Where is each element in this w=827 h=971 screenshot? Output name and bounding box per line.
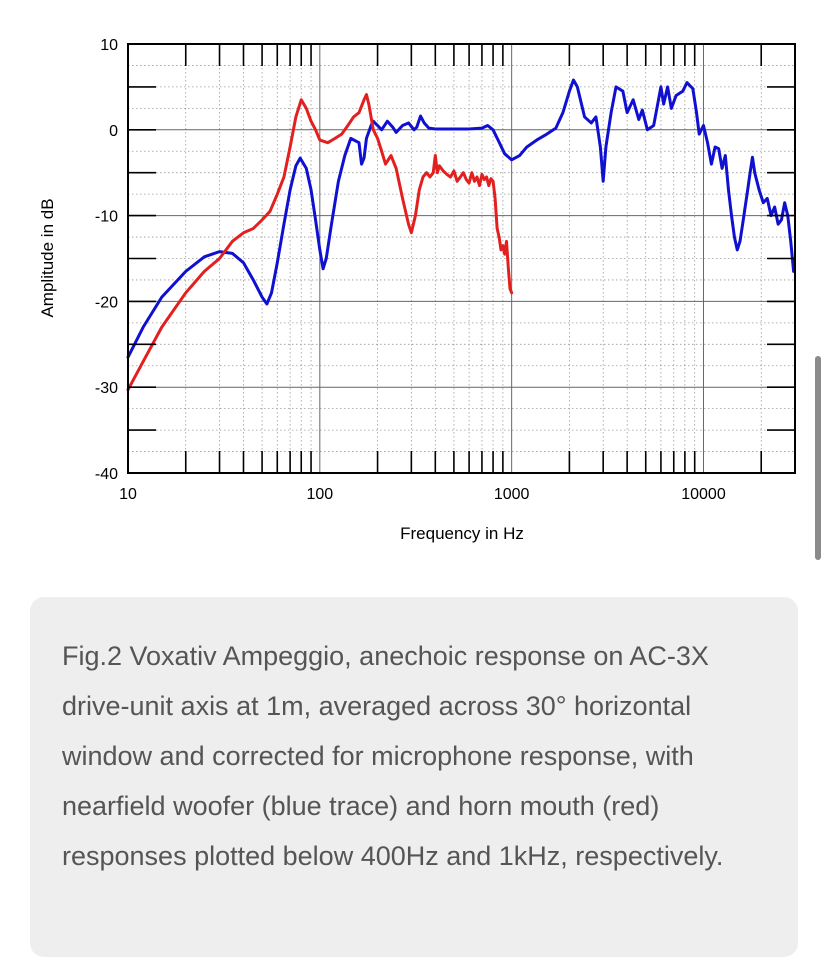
y-tick-label: -30 bbox=[95, 380, 118, 397]
x-axis-label: Frequency in Hz bbox=[400, 524, 524, 543]
series-layer bbox=[126, 78, 796, 392]
x-tick-label: 10 bbox=[119, 486, 137, 503]
caption-box: Fig.2 Voxativ Ampeggio, anechoic respons… bbox=[30, 597, 798, 957]
x-tick-label: 1000 bbox=[494, 486, 530, 503]
y-axis-label: Amplitude in dB bbox=[38, 198, 57, 317]
frequency-response-chart: 10 100 1000 10000 10 0 -10 -20 -30 -40 Frequency … bbox=[38, 37, 796, 543]
scrollbar-thumb[interactable] bbox=[815, 356, 821, 560]
y-tick-label: -20 bbox=[95, 294, 118, 311]
y-tick-label: -40 bbox=[95, 466, 118, 483]
plot-frame bbox=[127, 43, 796, 474]
x-tick-label: 100 bbox=[306, 486, 333, 503]
series-line-red bbox=[126, 93, 514, 392]
x-tick-label: 10000 bbox=[681, 486, 726, 503]
y-tick-label: -10 bbox=[95, 209, 118, 226]
y-tick-label: 0 bbox=[109, 123, 118, 140]
figure-caption: Fig.2 Voxativ Ampeggio, anechoic respons… bbox=[62, 641, 724, 871]
series-line-blue bbox=[126, 78, 796, 359]
y-tick-label: 10 bbox=[100, 37, 118, 54]
